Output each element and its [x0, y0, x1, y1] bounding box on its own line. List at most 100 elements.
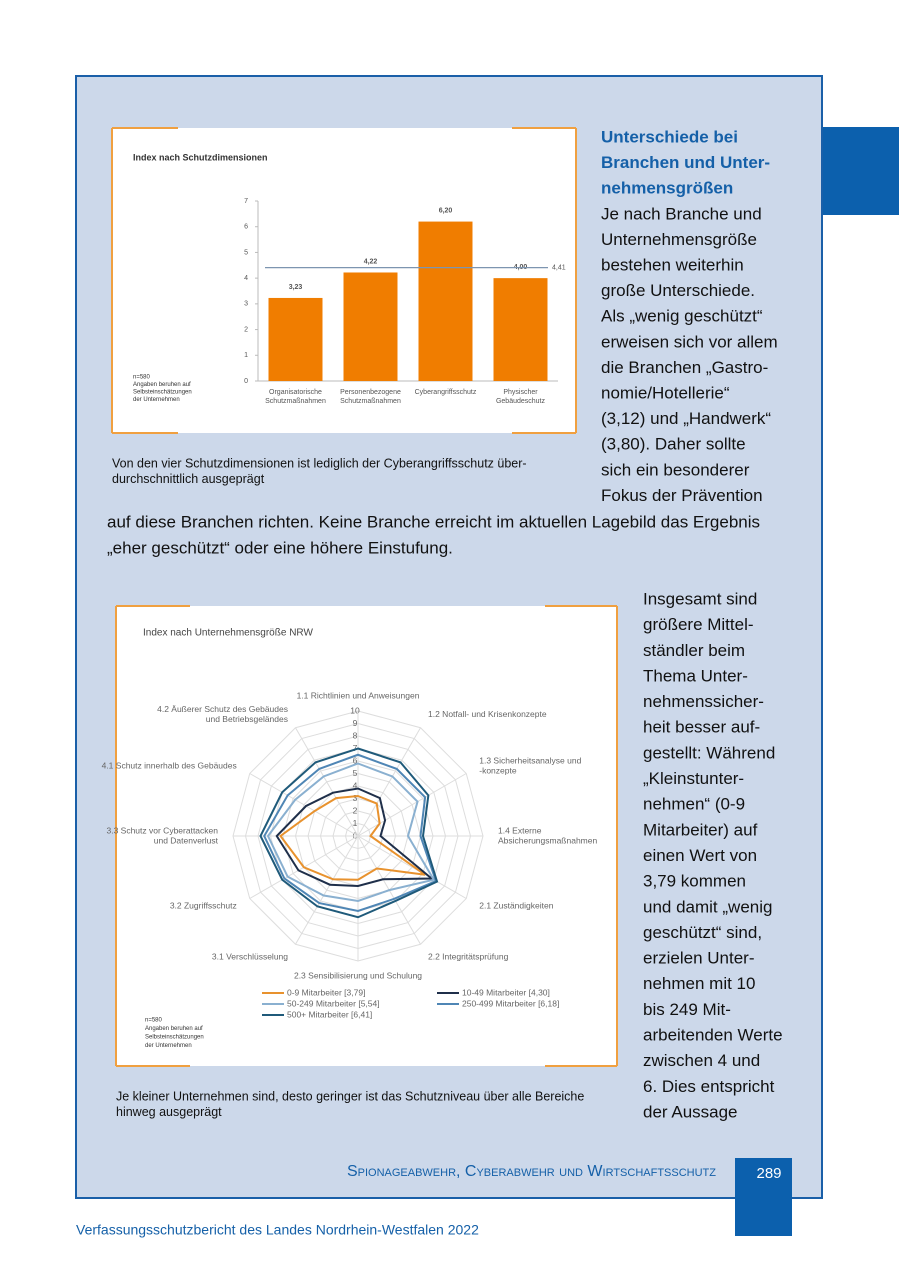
- spoke: [357, 835, 467, 899]
- body-line: einen Wert von: [643, 846, 757, 865]
- body-line: zwischen 4 und: [643, 1051, 760, 1070]
- y-tick-label: 2: [244, 326, 248, 333]
- page-number: 289: [756, 1165, 781, 1182]
- body-line: auf diese Branchen richten. Keine Branch…: [107, 512, 760, 531]
- body-line: große Unterschiede.: [601, 281, 755, 300]
- axis-label: -konzepte: [479, 765, 517, 775]
- body-line: ständler beim: [643, 641, 745, 660]
- body-line: „eher geschützt“ oder eine höhere Einstu…: [107, 538, 453, 557]
- body-line: (3,80). Daher sollte: [601, 435, 746, 454]
- reference-label: 4,41: [552, 264, 566, 271]
- value-label: 4,22: [364, 258, 378, 265]
- body-line: Unternehmensgröße: [601, 230, 757, 249]
- body-line: Fokus der Prävention: [601, 486, 763, 505]
- y-tick-label: 4: [244, 275, 248, 282]
- r-tick-label: 4: [353, 780, 358, 790]
- axis-label: 1.1 Richtlinien und Anweisungen: [297, 690, 420, 700]
- legend-label: 500+ Mitarbeiter [6,41]: [287, 1009, 372, 1019]
- y-tick-label: 6: [244, 224, 248, 231]
- legend-label: 0-9 Mitarbeiter [3,79]: [287, 987, 365, 997]
- body-line: erzielen Unter-: [643, 949, 755, 968]
- note-line: Selbsteinschätzungen: [145, 1035, 204, 1041]
- note-line: Selbsteinschätzungen: [133, 390, 192, 396]
- body-line: gestellt: Während: [643, 743, 775, 762]
- spoke: [357, 727, 421, 837]
- axis-label: 1.3 Sicherheitsanalyse und: [479, 755, 581, 765]
- r-tick-label: 2: [353, 805, 358, 815]
- caption-line: Je kleiner Unternehmen sind, desto gerin…: [116, 1089, 584, 1103]
- legend-label: 10-49 Mitarbeiter [4,30]: [462, 987, 550, 997]
- body-line: heit besser auf-: [643, 718, 760, 737]
- heading-line: nehmensgrößen: [601, 179, 733, 198]
- y-tick-label: 0: [244, 378, 248, 385]
- axis-label: Absicherungsmaßnahmen: [498, 835, 597, 845]
- legend-label: 250-499 Mitarbeiter [6,18]: [462, 998, 559, 1008]
- y-tick-label: 5: [244, 249, 248, 256]
- y-tick-label: 1: [244, 352, 248, 359]
- bar: [493, 278, 548, 381]
- series-line: [279, 794, 426, 881]
- series-line: [266, 762, 436, 903]
- body-line: Insgesamt sind: [643, 589, 757, 608]
- r-tick-label: 10: [350, 705, 360, 715]
- x-tick-label: Personenbezogene: [340, 389, 401, 396]
- note-line: der Unternehmen: [145, 1043, 192, 1049]
- body-line: nomie/Hotellerie“: [601, 383, 730, 402]
- body-line: sich ein besonderer: [601, 460, 750, 479]
- body-line: erweisen sich vor allem: [601, 332, 778, 351]
- x-tick-label: Organisatorische: [269, 389, 322, 396]
- chart-title: Index nach Schutzdimensionen: [133, 152, 268, 162]
- note-line: der Unternehmen: [133, 397, 180, 403]
- r-tick-label: 1: [353, 818, 358, 828]
- chart-title: Index nach Unternehmensgröße NRW: [143, 628, 313, 639]
- r-tick-label: 6: [353, 755, 358, 765]
- bar: [418, 221, 473, 381]
- x-tick-label: Schutzmaßnahmen: [265, 398, 326, 405]
- x-tick-label: Physischer: [503, 389, 538, 396]
- x-tick-label: Schutzmaßnahmen: [340, 398, 401, 405]
- caption-line: hinweg ausgeprägt: [116, 1105, 222, 1119]
- side-tab: [823, 127, 899, 215]
- axis-label: 1.4 Externe: [498, 825, 542, 835]
- body-line: 3,79 kommen: [643, 872, 746, 891]
- heading-line: Branchen und Unter-: [601, 153, 770, 172]
- body-line: nehmenssicher-: [643, 692, 764, 711]
- series-line: [263, 753, 438, 913]
- axis-label: 2.3 Sensibilisierung und Schulung: [294, 970, 422, 980]
- spoke: [249, 773, 359, 837]
- r-tick-label: 8: [353, 730, 358, 740]
- r-tick-label: 5: [353, 768, 358, 778]
- r-tick-label: 3: [353, 793, 358, 803]
- body-line: größere Mittel-: [643, 615, 754, 634]
- legend-label: 50-249 Mitarbeiter [5,54]: [287, 998, 380, 1008]
- body-line: 6. Dies entspricht: [643, 1077, 775, 1096]
- caption-line: Von den vier Schutzdimensionen ist ledig…: [112, 456, 527, 470]
- heading-line: Unterschiede bei: [601, 127, 738, 146]
- body-line: Mitarbeiter) auf: [643, 820, 758, 839]
- body-line: bestehen weiterhin: [601, 255, 744, 274]
- bar: [268, 297, 323, 381]
- axis-label: 3.1 Verschlüsselung: [212, 951, 288, 961]
- note-line: Angaben beruhen auf: [145, 1026, 203, 1032]
- axis-label: und Datenverlust: [154, 835, 219, 845]
- note-line: Angaben beruhen auf: [133, 382, 191, 388]
- x-tick-label: Gebäudeschutz: [496, 398, 546, 405]
- body-line: Thema Unter-: [643, 666, 748, 685]
- spoke: [295, 727, 359, 837]
- series-line: [259, 747, 439, 919]
- footer-section: Spionageabwehr, Cyberabwehr und Wirtscha…: [347, 1163, 716, 1180]
- body-line: (3,12) und „Handwerk“: [601, 409, 771, 428]
- axis-label: 3.3 Schutz vor Cyberattacken: [106, 825, 218, 835]
- y-tick-label: 7: [244, 198, 248, 205]
- note-line: n=580: [145, 1018, 163, 1024]
- body-line: nehmen“ (0-9: [643, 795, 745, 814]
- value-label: 6,20: [439, 207, 453, 214]
- body-line: geschützt“ sind,: [643, 923, 762, 942]
- body-line: „Kleinstunter-: [643, 769, 744, 788]
- note-line: n=580: [133, 375, 151, 381]
- axis-label: und Betriebsgeländes: [206, 714, 288, 724]
- value-label: 3,23: [289, 284, 303, 291]
- publication: Verfassungsschutzbericht des Landes Nord…: [76, 1222, 479, 1238]
- spoke: [295, 835, 359, 945]
